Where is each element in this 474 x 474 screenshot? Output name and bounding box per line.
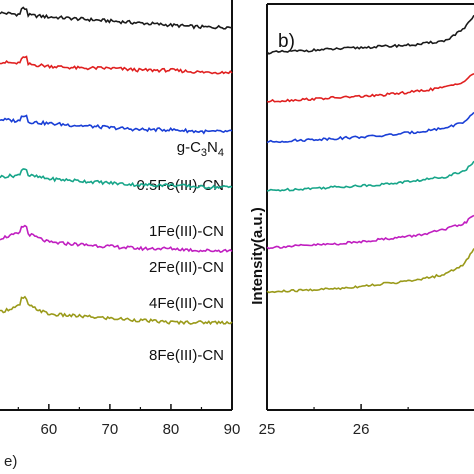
panel-b-series-line (266, 14, 474, 55)
panel-a-series-line (0, 6, 233, 30)
panel-a-series-label: 2Fe(III)-CN (149, 259, 224, 276)
panel-b-series-line (266, 160, 474, 192)
panel-a-series-line (0, 55, 233, 75)
panel-b-x-tick-label: 26 (353, 421, 370, 438)
panel-a-x-tick-label: 60 (40, 421, 57, 438)
panel-b-y-label: Intensity(a.u.) (249, 207, 266, 305)
panel-a: 60 70 80 90e)g-C3N40.5Fe(III)-CN1Fe(III)-CN… (0, 0, 240, 470)
panel-a-series-label: 8Fe(III)-CN (149, 347, 224, 364)
panel-b-x-tick-label: 25 (259, 421, 276, 438)
panel-b-series-line (266, 72, 474, 103)
panel-a-x-tick-label: 70 (102, 421, 119, 438)
panel-b: b) Intensity(a.u.) 25 26 (249, 3, 474, 438)
panel-a-series-label: 4Fe(III)-CN (149, 295, 224, 312)
panel-a-series-line (0, 168, 233, 190)
panel-a-x-tick-label: 90 (224, 421, 241, 438)
panel-b-title: b) (278, 31, 295, 52)
panel-a-series-label: 1Fe(III)-CN (149, 223, 224, 240)
panel-b-series-line (266, 111, 474, 144)
panel-b-series-line (266, 248, 474, 294)
panel-a-series-line (0, 114, 233, 135)
panel-a-series-line (0, 224, 233, 254)
panel-b-series-line (266, 214, 474, 250)
panel-a-axis-fragment: e) (4, 453, 17, 470)
panel-a-x-tick-label: 80 (163, 421, 180, 438)
panel-a-series-line (0, 295, 233, 326)
panel-a-series-label: g-C3N4 (177, 139, 224, 159)
